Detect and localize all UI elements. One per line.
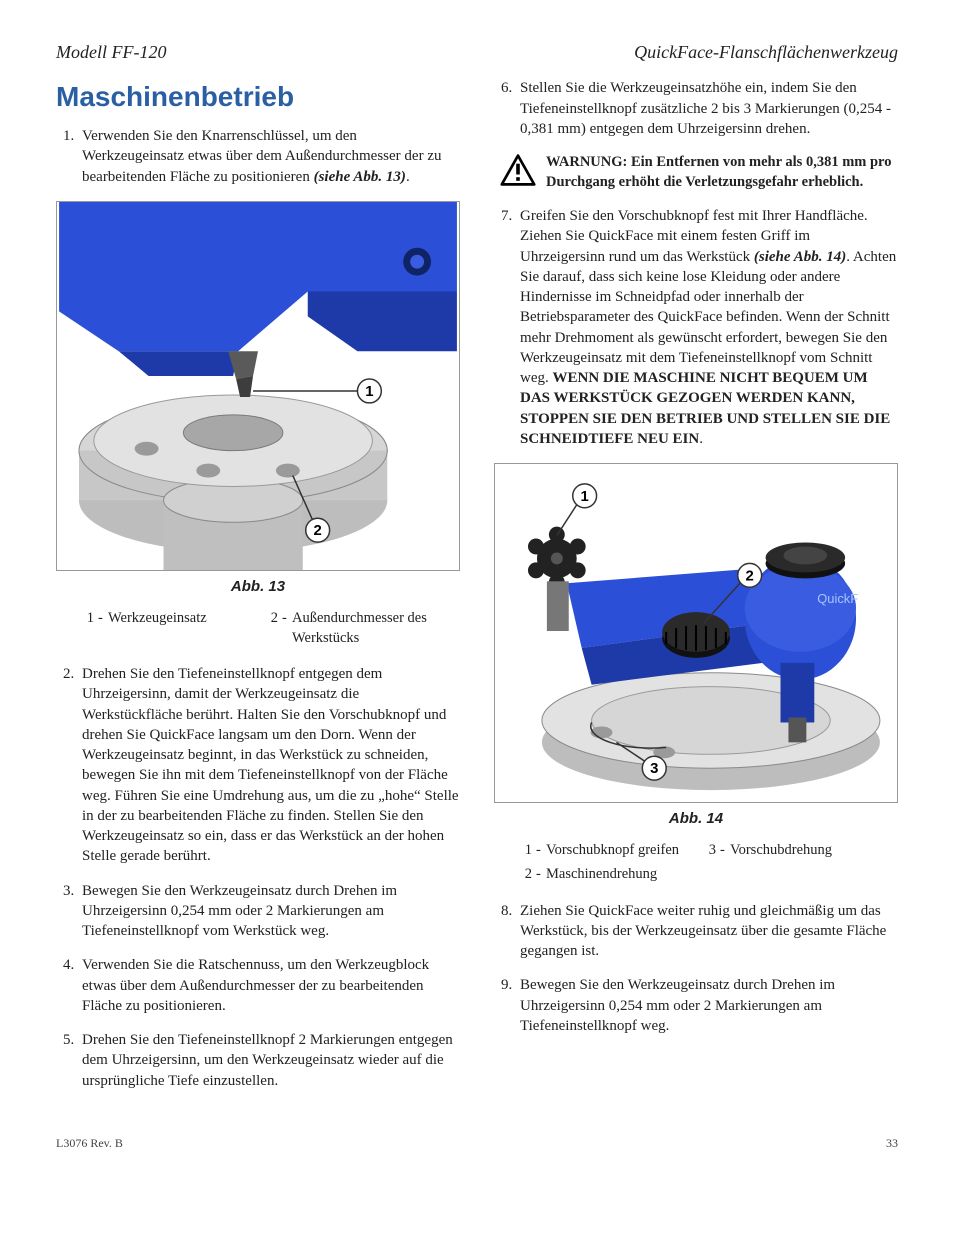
footer-left: L3076 Rev. B	[56, 1135, 123, 1151]
figure-13: 1 2	[56, 201, 460, 571]
page-title: Maschinenbetrieb	[56, 78, 460, 116]
step-7-bold: WENN DIE MASCHINE NICHT BEQUEM UM DAS WE…	[520, 370, 890, 447]
svg-text:1: 1	[581, 489, 589, 505]
header-right: QuickFace-Flanschflächenwerkzeug	[634, 40, 898, 64]
step-7-b: . Achten Sie darauf, dass sich keine los…	[520, 249, 896, 387]
legend-text: Werkzeugeinsatz	[108, 609, 252, 648]
legend-text: Außendurchmesser des Werkstücks	[292, 609, 436, 648]
figure-14-caption: Abb. 14	[494, 809, 898, 829]
step-1-text-b: .	[406, 169, 410, 185]
figure-13-svg: 1 2	[57, 202, 459, 570]
footer-page: 33	[886, 1135, 898, 1151]
figure-13-legend: 1-Werkzeugeinsatz 2-Außendurchmesser des…	[74, 607, 442, 650]
step-3: Bewegen Sie den Werkzeugeinsatz durch Dr…	[78, 881, 460, 942]
legend-num: 2	[258, 609, 282, 648]
legend-num: 1	[512, 841, 536, 861]
svg-text:1: 1	[365, 384, 373, 400]
step-1-ref: (siehe Abb. 13)	[314, 169, 406, 185]
step-7-c: .	[699, 431, 703, 447]
step-8: Ziehen Sie QuickFace weiter ruhig und gl…	[516, 901, 898, 962]
step-7-ref: (siehe Abb. 14)	[754, 249, 846, 265]
figure-13-caption: Abb. 13	[56, 577, 460, 597]
step-4: Verwenden Sie die Ratschennuss, um den W…	[78, 955, 460, 1016]
step-9: Bewegen Sie den Werkzeugeinsatz durch Dr…	[516, 975, 898, 1036]
svg-text:3: 3	[650, 761, 658, 777]
legend-text: Vorschubdrehung	[730, 841, 874, 861]
step-5: Drehen Sie den Tiefeneinstellknopf 2 Mar…	[78, 1030, 460, 1091]
svg-text:QuickF: QuickF	[817, 591, 858, 606]
legend-num: 2	[512, 865, 536, 885]
figure-14-legend: 1-Vorschubknopf greifen 3-Vorschubdrehun…	[512, 839, 880, 886]
legend-text: Maschinendrehung	[546, 865, 690, 885]
figure-14: QuickF	[494, 463, 898, 803]
right-column: Stellen Sie die Werkzeugeinsatzhöhe ein,…	[494, 78, 898, 1105]
warning-icon	[500, 153, 536, 187]
svg-text:2: 2	[314, 523, 322, 539]
warning-block: WARNUNG: Ein Entfernen von mehr als 0,38…	[500, 153, 898, 192]
step-6: Stellen Sie die Werkzeugeinsatzhöhe ein,…	[516, 78, 898, 139]
legend-num: 1	[74, 609, 98, 648]
header-left: Modell FF-120	[56, 40, 166, 64]
legend-num: 3	[696, 841, 720, 861]
step-2: Drehen Sie den Tiefeneinstellknopf entge…	[78, 664, 460, 867]
warning-text: WARNUNG: Ein Entfernen von mehr als 0,38…	[546, 153, 898, 192]
legend-text: Vorschubknopf greifen	[546, 841, 690, 861]
step-1: Verwenden Sie den Knarrenschlüssel, um d…	[78, 126, 460, 187]
left-column: Maschinenbetrieb Verwenden Sie den Knarr…	[56, 78, 460, 1105]
step-7: Greifen Sie den Vorschubknopf fest mit I…	[516, 206, 898, 449]
svg-text:2: 2	[746, 568, 754, 584]
figure-14-svg: QuickF	[495, 464, 897, 802]
